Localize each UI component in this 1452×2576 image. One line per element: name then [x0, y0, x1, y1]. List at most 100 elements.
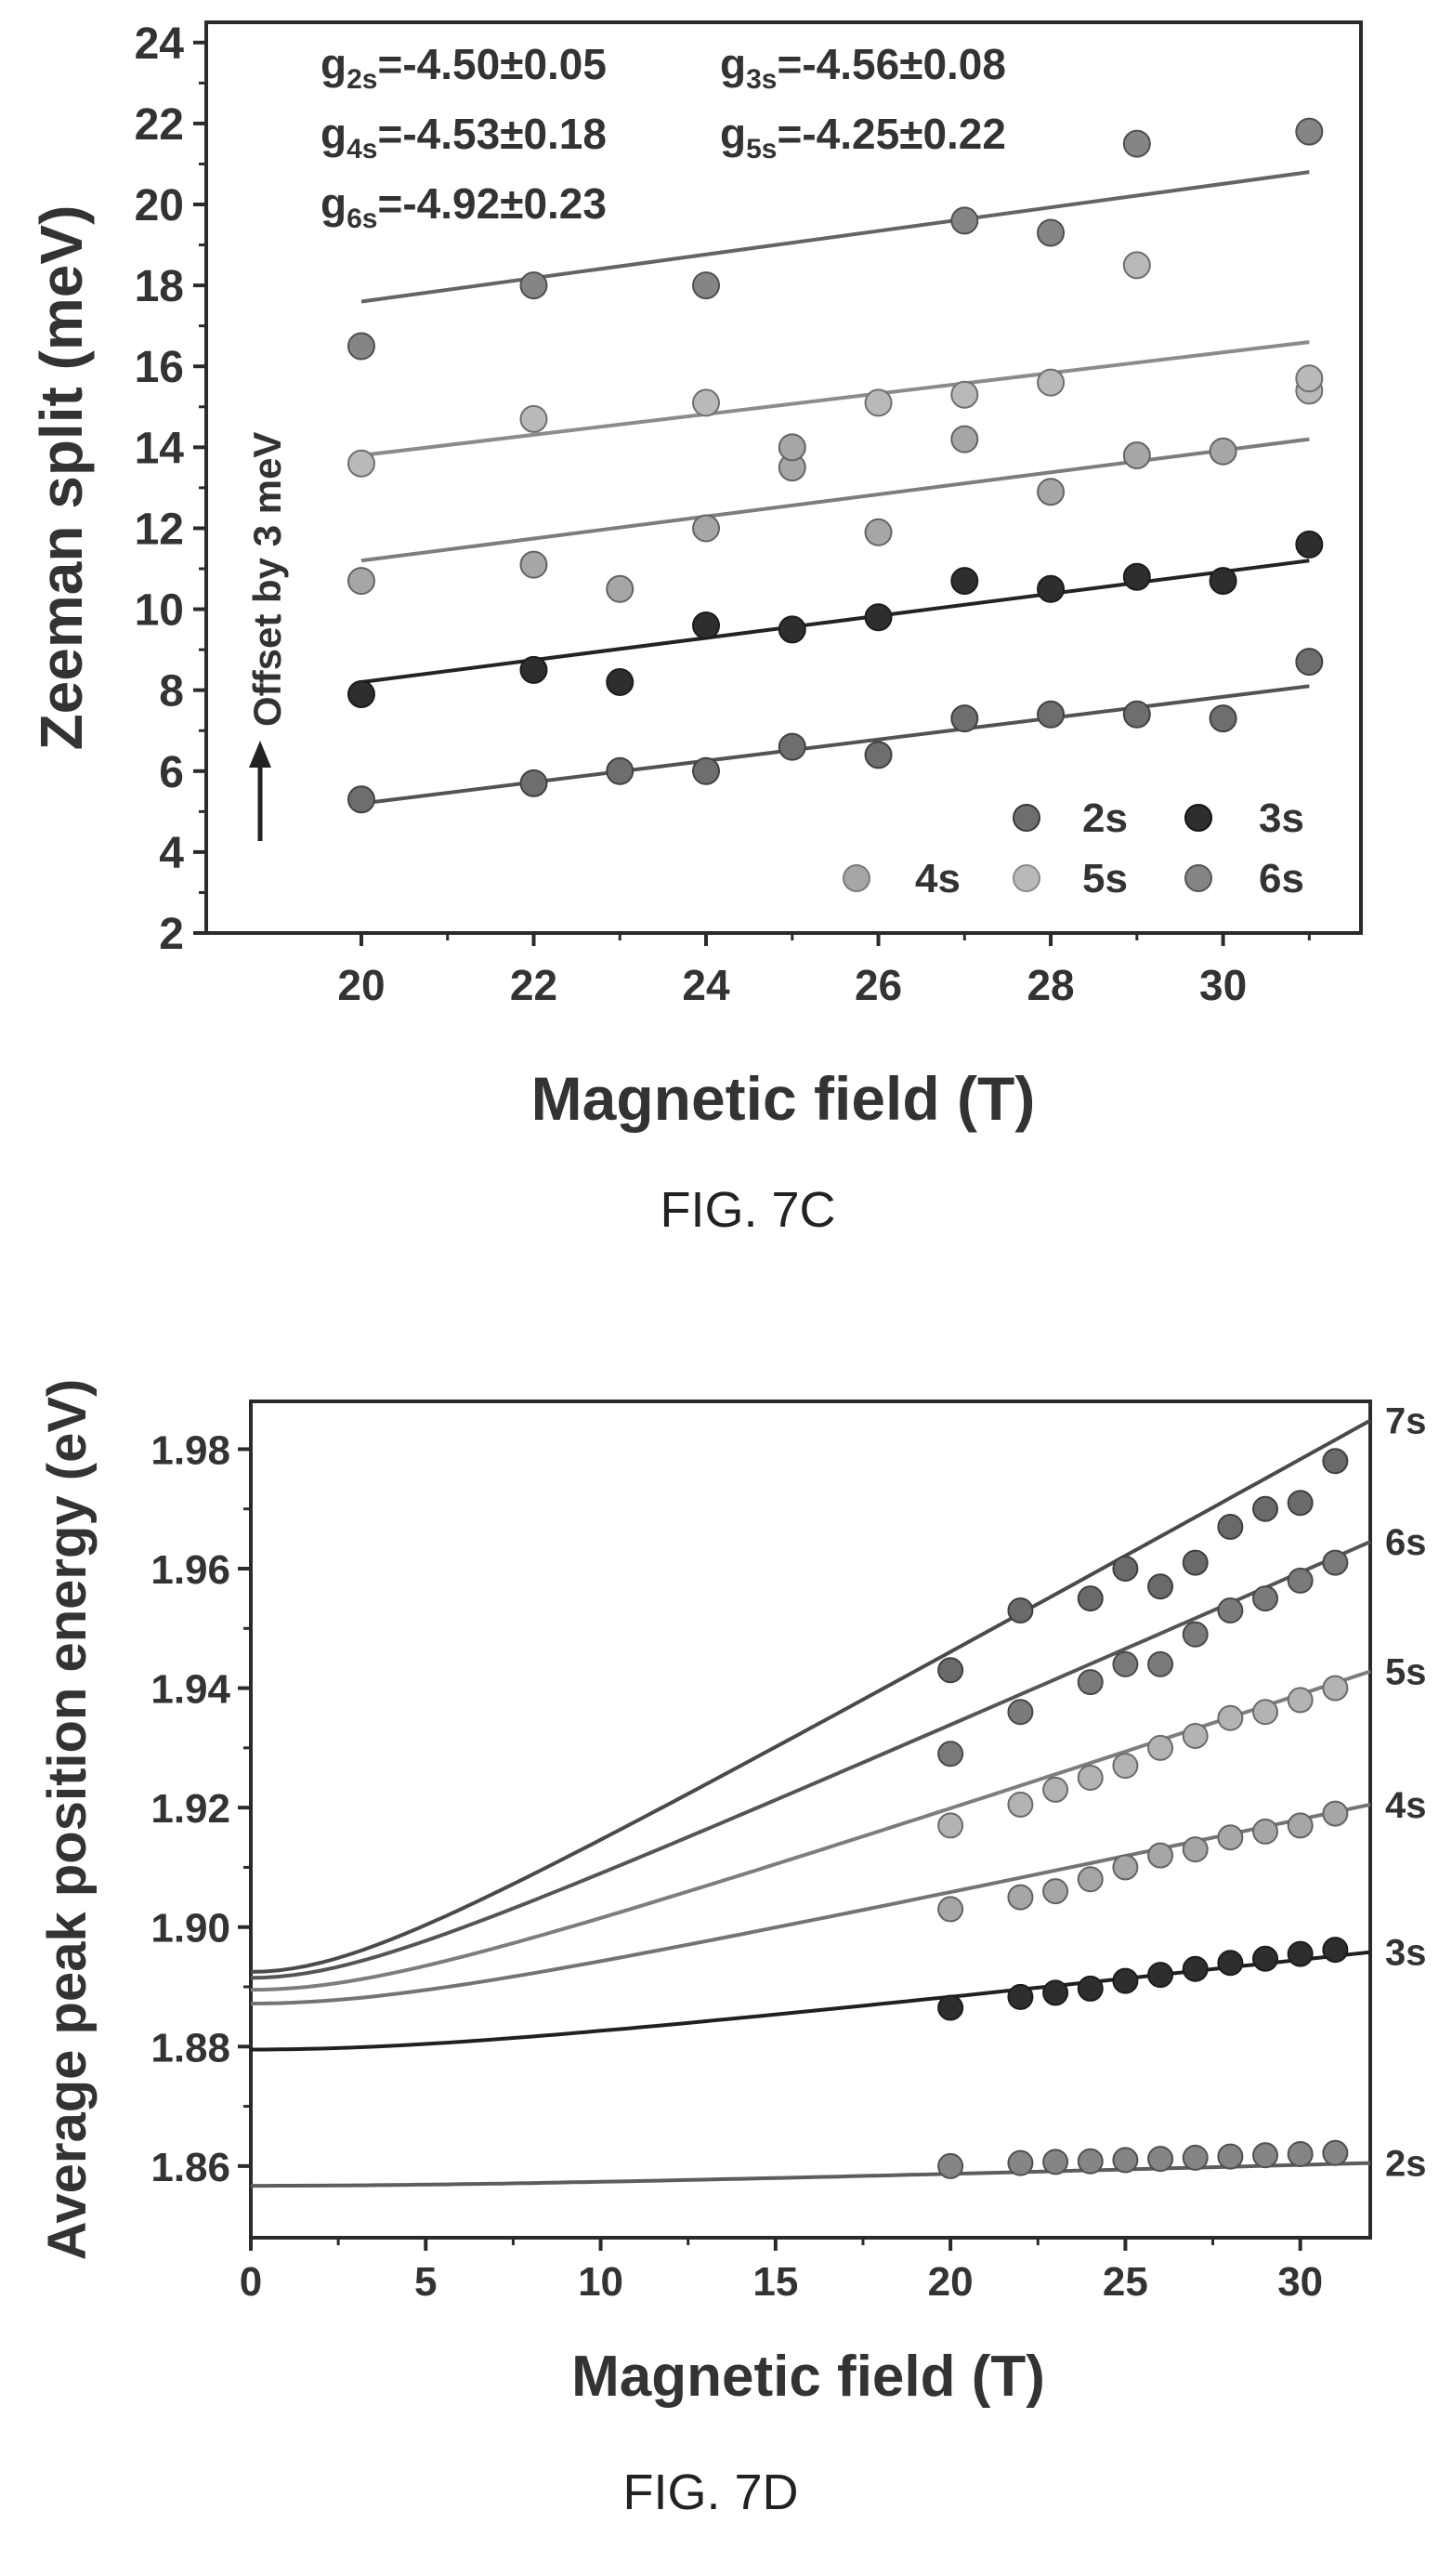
data-point-4s	[864, 518, 893, 546]
data-point-2s	[519, 769, 548, 797]
data-point-4s	[1042, 1878, 1069, 1905]
data-point-6s	[950, 206, 979, 235]
data-point-6s	[347, 332, 375, 361]
data-point-6s	[1147, 1650, 1174, 1677]
data-point-5s	[1147, 1734, 1174, 1761]
data-point-2s	[950, 704, 979, 733]
series-label-6s: 6s	[1385, 1522, 1427, 1563]
data-point-5s	[1007, 1791, 1034, 1818]
fig-7c-x-ticks: 20 22 24 26 28 30	[337, 933, 1311, 1009]
g-annotation-5s: g5s=-4.25±0.22	[720, 110, 1006, 164]
fig-7d-y-tick-label: 1.92	[150, 1786, 230, 1832]
data-point-5s	[1042, 1776, 1069, 1803]
fig-7c-x-axis-label: Magnetic field (T)	[531, 1064, 1036, 1133]
fit-line-3s	[360, 559, 1310, 684]
fig-7c-y-tick-label: 6	[159, 748, 184, 797]
g-annotation-3s: g3s=-4.56±0.08	[720, 40, 1006, 95]
fig-7c-y-tick-label: 12	[135, 505, 184, 554]
fig-7d-data-points	[937, 1448, 1349, 2179]
data-point-5s	[1295, 364, 1324, 393]
data-point-3s	[1037, 574, 1066, 603]
data-point-3s	[1322, 1937, 1349, 1964]
fig-7d-x-tick-label: 10	[578, 2259, 623, 2305]
data-point-4s	[1122, 441, 1151, 470]
data-point-4s	[1182, 1836, 1209, 1863]
data-point-2s	[1252, 2142, 1279, 2169]
data-point-2s	[1147, 2146, 1174, 2173]
data-point-5s	[519, 404, 548, 433]
fig-7c-y-tick-label: 24	[135, 20, 185, 69]
fig-7c-y-tick-label: 10	[135, 586, 184, 636]
legend-label-2s: 2s	[1082, 795, 1128, 841]
data-point-6s	[519, 271, 548, 300]
data-point-3s	[1209, 567, 1237, 596]
fig-7d-x-tick-label: 30	[1277, 2259, 1323, 2305]
data-point-4s	[347, 567, 375, 596]
data-point-3s	[1122, 562, 1151, 591]
fig-7c-x-tick-label: 28	[1027, 961, 1074, 1009]
legend-label-4s: 4s	[915, 856, 961, 901]
data-point-2s	[1112, 2147, 1139, 2174]
data-point-3s	[1077, 1975, 1104, 2002]
data-point-6s	[1112, 1650, 1139, 1677]
data-point-7s	[1252, 1495, 1279, 1522]
data-point-5s	[1217, 1704, 1244, 1731]
data-point-3s	[1147, 1962, 1174, 1989]
fig-7c-x-tick-label: 20	[337, 961, 385, 1009]
data-point-2s	[347, 785, 375, 814]
data-point-6s	[692, 271, 721, 300]
data-point-4s	[519, 550, 548, 579]
legend-label-6s: 6s	[1259, 856, 1304, 901]
data-point-2s	[1042, 2149, 1069, 2175]
fig-7c-x-tick-label: 22	[510, 961, 557, 1009]
data-point-5s	[1322, 1675, 1349, 1702]
fig-7d-fit-curves	[250, 1418, 1371, 2188]
data-point-3s	[937, 1994, 964, 2021]
series-label-3s: 3s	[1385, 1933, 1427, 1974]
data-point-3s	[606, 667, 634, 696]
data-point-4s	[1112, 1854, 1139, 1881]
data-point-2s	[1007, 2149, 1034, 2176]
fig-7c-fit-lines	[360, 170, 1310, 806]
data-point-2s	[1287, 2141, 1314, 2167]
data-point-5s	[1037, 368, 1066, 397]
data-point-7s	[1112, 1556, 1139, 1582]
fit-curve-6s	[250, 1540, 1371, 1980]
data-point-2s	[864, 741, 893, 769]
data-point-2s	[1037, 700, 1066, 729]
data-point-3s	[519, 655, 548, 684]
data-point-4s	[1077, 1866, 1104, 1893]
fig-7d-x-tick-label: 5	[414, 2259, 437, 2305]
fig-7d-y-tick-label: 1.88	[150, 2025, 230, 2070]
data-point-3s	[1007, 1983, 1034, 2010]
fig-7c-y-tick-label: 16	[135, 343, 184, 392]
data-point-3s	[864, 603, 893, 632]
fig-7d-x-ticks: 0 5 10 15 20 25 30	[240, 2238, 1323, 2305]
data-point-3s	[1182, 1955, 1209, 1982]
fig-7c-y-tick-label: 14	[135, 424, 185, 473]
legend-marker-5s	[1013, 864, 1040, 892]
data-point-5s	[1112, 1753, 1139, 1780]
fig-7d-x-axis-label: Magnetic field (T)	[571, 2345, 1045, 2409]
fig-7d-y-axis-label: Average peak position energy (eV)	[37, 1379, 98, 2261]
data-point-7s	[937, 1657, 964, 1684]
fig-7c-legend: 2s 3s 4s 5s 6s	[843, 795, 1304, 901]
data-point-5s	[937, 1812, 964, 1839]
data-point-2s	[937, 2152, 964, 2179]
data-point-3s	[692, 611, 721, 639]
data-point-2s	[1077, 2148, 1104, 2175]
data-point-6s	[1287, 1567, 1314, 1594]
data-point-4s	[606, 574, 634, 603]
data-point-4s	[950, 425, 979, 453]
data-point-6s	[1295, 117, 1324, 146]
data-point-4s	[937, 1896, 964, 1923]
series-label-7s: 7s	[1385, 1401, 1427, 1442]
data-point-3s	[950, 567, 979, 596]
fig-7c-x-tick-label: 26	[855, 961, 902, 1009]
g-annotation-2s: g2s=-4.50±0.05	[320, 40, 607, 95]
fig-7d-x-tick-label: 25	[1103, 2259, 1148, 2305]
data-point-7s	[1287, 1490, 1314, 1517]
data-point-3s	[1287, 1940, 1314, 1967]
